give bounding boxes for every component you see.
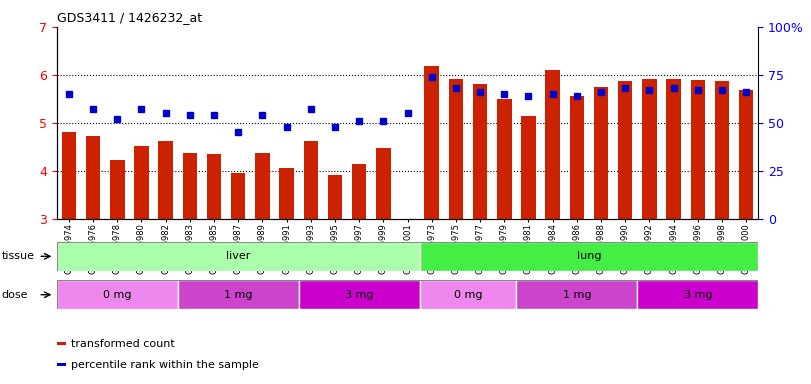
Bar [690, 79, 705, 219]
Bar [473, 84, 487, 219]
Bar [255, 152, 269, 219]
Bar [521, 116, 536, 219]
Text: 1 mg: 1 mg [563, 290, 591, 300]
Text: 3 mg: 3 mg [345, 290, 373, 300]
Bar [134, 146, 148, 219]
Bar [62, 131, 76, 219]
Bar [569, 96, 584, 219]
Bar [618, 81, 633, 219]
Text: 0 mg: 0 mg [453, 290, 483, 300]
Bar [637, 280, 758, 309]
Bar [57, 242, 419, 271]
Text: liver: liver [226, 251, 251, 262]
Bar [546, 70, 560, 219]
Bar [57, 363, 66, 366]
Bar [352, 164, 367, 219]
Bar [497, 99, 512, 219]
Bar [328, 175, 342, 219]
Bar [86, 136, 101, 219]
Bar [298, 280, 419, 309]
Bar [739, 90, 753, 219]
Bar [376, 148, 391, 219]
Bar [207, 154, 221, 219]
Bar [517, 280, 637, 309]
Text: 0 mg: 0 mg [103, 290, 131, 300]
Bar [279, 169, 294, 219]
Bar [594, 87, 608, 219]
Bar [231, 173, 246, 219]
Bar [667, 79, 681, 219]
Text: lung: lung [577, 251, 601, 262]
Text: GDS3411 / 1426232_at: GDS3411 / 1426232_at [57, 12, 202, 25]
Text: 3 mg: 3 mg [684, 290, 712, 300]
Bar [178, 280, 298, 309]
Bar [424, 66, 439, 219]
Bar [642, 79, 657, 219]
Bar [110, 161, 125, 219]
Bar [419, 242, 758, 271]
Bar [303, 141, 318, 219]
Text: tissue: tissue [2, 251, 35, 262]
Text: 1 mg: 1 mg [224, 290, 252, 300]
Text: percentile rank within the sample: percentile rank within the sample [71, 360, 259, 370]
Bar [182, 152, 197, 219]
Bar [448, 79, 463, 219]
Bar [57, 342, 66, 345]
Bar [419, 280, 517, 309]
Text: dose: dose [2, 290, 28, 300]
Bar [714, 81, 729, 219]
Bar [158, 141, 173, 219]
Text: transformed count: transformed count [71, 339, 174, 349]
Bar [57, 280, 178, 309]
